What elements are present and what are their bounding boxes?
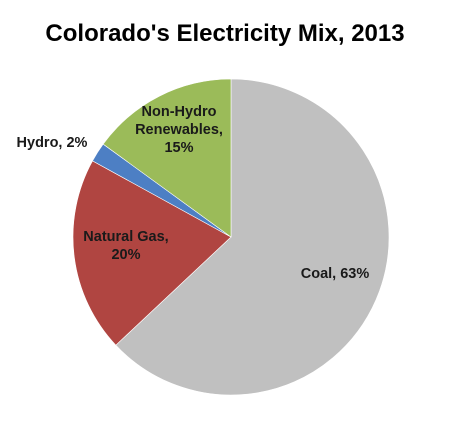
data-label-line: Renewables, xyxy=(135,122,223,138)
pie-slice-natural-gas xyxy=(72,160,232,346)
data-label-line: 15% xyxy=(164,140,193,156)
pie-slice-non-hydro-renewables xyxy=(102,78,232,238)
data-label-line: Hydro, 2% xyxy=(17,135,88,151)
pie-labels: Coal, 63% Natural Gas, 20% Hydro, 2% Non-Hyd… xyxy=(17,104,370,282)
data-label-coal: Coal, 63% xyxy=(301,266,370,282)
pie-slices xyxy=(72,78,390,396)
data-label-line: Natural Gas, xyxy=(83,229,168,245)
pie-slice-coal xyxy=(115,78,390,396)
data-label-line: Coal, 63% xyxy=(301,266,370,282)
data-label-hydro: Hydro, 2% xyxy=(17,135,88,151)
data-label-line: 20% xyxy=(111,247,140,263)
data-label-non-hydro-renewables: Non-Hydro Renewables, 15% xyxy=(135,104,223,156)
data-label-natural-gas: Natural Gas, 20% xyxy=(83,229,168,263)
data-label-line: Non-Hydro xyxy=(142,104,217,120)
chart-title: Colorado's Electricity Mix, 2013 xyxy=(45,20,405,47)
